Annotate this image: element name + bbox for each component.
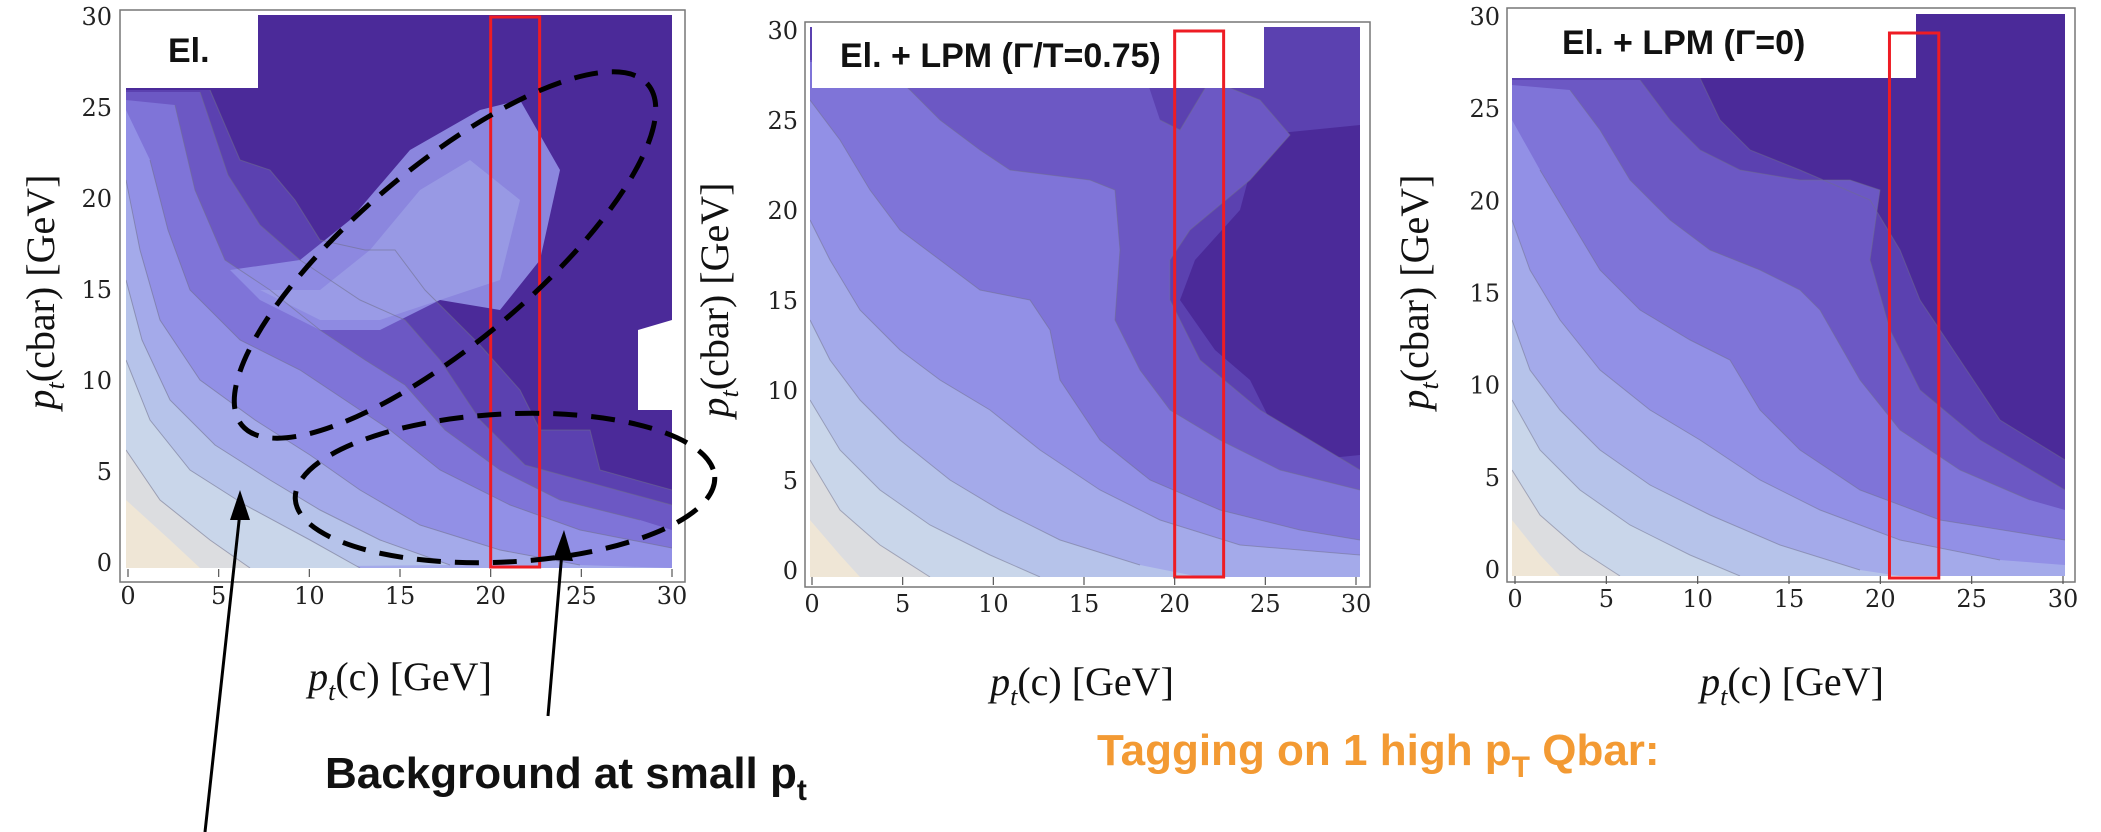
x-axis-label: pt(c) [GeV] (305, 654, 492, 706)
y-tick-label: 20 (767, 197, 798, 225)
x-tick-label: 0 (804, 590, 819, 618)
tagging-annotation: Tagging on 1 high pT Qbar: (1097, 726, 1660, 784)
x-tick-label: 15 (1069, 590, 1100, 618)
y-tick-label: 5 (1485, 464, 1500, 492)
x-tick-label: 15 (385, 582, 416, 610)
panel-el: El. 0 5 10 15 20 25 30 0 5 10 15 20 25 30 pt(c) [GeV… (18, 3, 718, 706)
y-tick-label: 5 (97, 458, 112, 486)
y-tick-label: 30 (81, 3, 112, 31)
y-tick-label: 5 (783, 467, 798, 495)
x-tick-label: 0 (1507, 585, 1522, 613)
arrow-background-head (553, 530, 573, 561)
y-ticks: 0 5 10 15 20 25 30 (1469, 3, 1500, 584)
contour-field (1512, 14, 2065, 576)
y-tick-label: 30 (767, 17, 798, 45)
x-tick-label: 20 (475, 582, 506, 610)
y-axis-label: pt(cbar) [GeV] (18, 175, 70, 413)
diagonal-ellipse (231, 69, 659, 441)
y-tick-label: 0 (97, 549, 112, 577)
x-tick-label: 10 (978, 590, 1009, 618)
y-tick-label: 15 (81, 276, 112, 304)
arrow-diagonal-head (230, 490, 250, 520)
x-ticks: 0 5 10 15 20 25 30 (804, 577, 1371, 618)
x-tick-label: 25 (1956, 585, 1987, 613)
highlight-band (489, 15, 542, 569)
y-tick-label: 20 (1469, 187, 1500, 215)
x-tick-label: 5 (1599, 585, 1614, 613)
x-tick-label: 5 (895, 590, 910, 618)
x-tick-label: 30 (2048, 585, 2079, 613)
highlight-band (1173, 29, 1226, 579)
panel-el-lpm-0: El. + LPM (Γ=0) 0 5 10 15 20 25 30 0 5 10 15 20 25 3… (1392, 3, 2078, 711)
panel-title: El. (168, 32, 210, 70)
y-tick-label: 15 (1469, 280, 1500, 308)
x-tick-label: 20 (1159, 590, 1190, 618)
arrows (203, 490, 573, 832)
highlight-band (1887, 31, 1941, 580)
y-tick-label: 10 (1469, 372, 1500, 400)
x-axis-label: pt(c) [GeV] (987, 659, 1174, 711)
y-tick-label: 25 (767, 107, 798, 135)
arrow-diagonal (203, 511, 242, 832)
x-tick-label: 25 (566, 582, 597, 610)
arrow-background (546, 551, 564, 717)
background-annotation: Background at small pt (325, 749, 807, 807)
x-tick-label: 25 (1250, 590, 1281, 618)
panel-title: El. + LPM (Γ/T=0.75) (840, 37, 1161, 75)
y-ticks: 0 5 10 15 20 25 30 (767, 17, 798, 585)
x-tick-label: 20 (1865, 585, 1896, 613)
x-tick-label: 30 (1341, 590, 1372, 618)
x-tick-label: 0 (120, 582, 135, 610)
x-tick-label: 10 (1682, 585, 1713, 613)
panel-el-lpm-075: El. + LPM (Γ/T=0.75) 0 5 10 15 20 25 30 0 5 10 15… (692, 17, 1371, 711)
x-tick-label: 30 (657, 582, 688, 610)
panel-title: El. + LPM (Γ=0) (1562, 24, 1805, 62)
y-tick-label: 0 (783, 557, 798, 585)
y-tick-label: 25 (1469, 95, 1500, 123)
x-ticks: 0 5 10 15 20 25 30 (120, 569, 687, 610)
y-tick-label: 10 (767, 377, 798, 405)
y-axis-label: pt(cbar) [GeV] (692, 183, 744, 421)
y-ticks: 0 5 10 15 20 25 30 (81, 3, 112, 577)
x-tick-label: 10 (294, 582, 325, 610)
x-tick-label: 5 (211, 582, 226, 610)
contour-field (810, 27, 1360, 577)
y-tick-label: 25 (81, 94, 112, 122)
y-tick-label: 15 (767, 287, 798, 315)
x-ticks: 0 5 10 15 20 25 30 (1507, 576, 2078, 613)
low-pt-ellipse (292, 410, 718, 566)
y-tick-label: 20 (81, 185, 112, 213)
y-tick-label: 30 (1469, 3, 1500, 31)
contour-field (126, 15, 672, 568)
x-tick-label: 15 (1774, 585, 1805, 613)
y-tick-label: 0 (1485, 556, 1500, 584)
y-tick-label: 10 (81, 367, 112, 395)
x-axis-label: pt(c) [GeV] (1697, 659, 1884, 711)
y-axis-label: pt(cbar) [GeV] (1392, 175, 1444, 413)
